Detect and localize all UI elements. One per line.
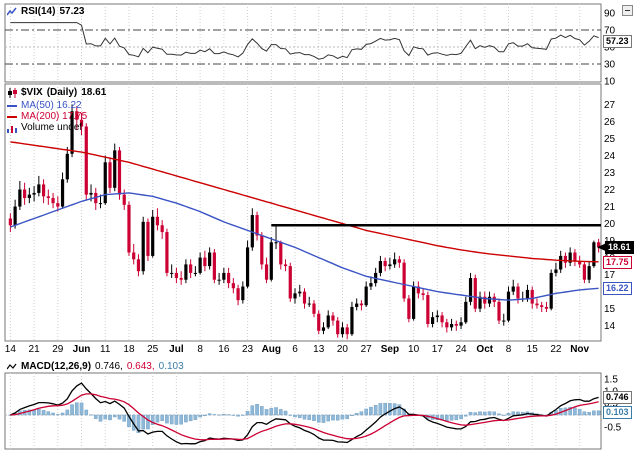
svg-text:13: 13: [313, 344, 325, 355]
svg-text:21: 21: [29, 344, 41, 355]
ma200-label: MA(200) 17.75: [21, 111, 88, 122]
svg-text:1.5: 1.5: [604, 375, 618, 386]
svg-text:10: 10: [604, 77, 616, 88]
svg-text:0.5: 0.5: [604, 399, 618, 410]
macd-icon: [7, 363, 17, 369]
svg-text:26: 26: [604, 117, 616, 128]
svg-text:8: 8: [197, 344, 203, 355]
svg-text:16: 16: [218, 344, 230, 355]
svg-text:Aug: Aug: [262, 344, 281, 355]
svg-text:18: 18: [123, 344, 135, 355]
volume-bars-icon: [7, 125, 17, 133]
svg-text:22: 22: [550, 344, 562, 355]
rsi-legend: RSI(14) 57.23: [7, 6, 84, 17]
indicator-line-icon: [7, 7, 17, 15]
macd-value: 0.746,: [95, 361, 123, 372]
svg-text:6: 6: [292, 344, 298, 355]
svg-text:Oct: Oct: [476, 344, 493, 355]
svg-text:11: 11: [100, 344, 111, 355]
rsi-value-box: 57.23: [603, 35, 632, 48]
svg-text:50: 50: [604, 43, 616, 54]
svg-text:8: 8: [506, 344, 512, 355]
svg-text:27: 27: [361, 344, 373, 355]
svg-text:Jul: Jul: [169, 344, 184, 355]
last-price-label: 18.61: [81, 87, 107, 98]
ma50-legend: MA(50) 16.22: [7, 100, 82, 111]
ma50-value-box: 16.22: [603, 282, 632, 295]
collapse-panel-button[interactable]: [622, 5, 633, 16]
svg-text:90: 90: [604, 9, 616, 20]
timeframe-label: (Daily): [46, 87, 78, 98]
ma50-label: MA(50) 16.22: [21, 100, 82, 111]
macd-hist-box: 0.103: [603, 406, 632, 419]
rsi-label: RSI(14): [21, 6, 56, 17]
svg-text:21: 21: [604, 202, 616, 213]
svg-text:14: 14: [604, 321, 616, 332]
svg-text:23: 23: [604, 168, 616, 179]
svg-text:27: 27: [604, 100, 616, 111]
ma50-swatch: [7, 104, 17, 107]
svg-text:70: 70: [604, 26, 616, 37]
svg-text:25: 25: [604, 134, 616, 145]
symbol-label: $VIX: [21, 87, 43, 98]
svg-text:15: 15: [604, 304, 616, 315]
macd-value-box: 0.746: [603, 391, 632, 404]
svg-text:Jun: Jun: [73, 344, 91, 355]
svg-text:24: 24: [604, 151, 616, 162]
rsi-value: 57.23: [59, 6, 85, 17]
svg-text:Sep: Sep: [381, 344, 399, 355]
svg-text:10: 10: [408, 344, 420, 355]
symbol-legend: $VIX (Daily) 18.61: [7, 87, 106, 98]
svg-text:25: 25: [147, 344, 159, 355]
svg-text:17: 17: [604, 270, 616, 281]
svg-text:-0.5: -0.5: [604, 423, 622, 434]
svg-text:15: 15: [527, 344, 539, 355]
volume-label: Volume undef: [21, 122, 83, 133]
ma200-value-box: 17.75: [603, 256, 632, 269]
ma200-legend: MA(200) 17.75: [7, 111, 87, 122]
svg-text:24: 24: [455, 344, 467, 355]
last-price-box: 18.61: [605, 241, 634, 254]
candlestick-icon: [8, 87, 17, 98]
svg-text:30: 30: [604, 60, 616, 71]
svg-text:20: 20: [337, 344, 349, 355]
minimize-icon: [625, 10, 630, 11]
macd-legend: MACD(12,26,9) 0.746, 0.643, 0.103: [7, 361, 184, 372]
macd-histogram-value: 0.103: [158, 361, 184, 372]
ma200-swatch: [7, 115, 17, 118]
svg-text:23: 23: [242, 344, 254, 355]
svg-text:20: 20: [604, 219, 616, 230]
svg-text:14: 14: [5, 344, 17, 355]
svg-text:Nov: Nov: [570, 344, 589, 355]
svg-text:29: 29: [52, 344, 64, 355]
svg-text:22: 22: [604, 185, 616, 196]
volume-legend: Volume undef: [7, 122, 82, 133]
macd-label: MACD(12,26,9): [21, 361, 92, 372]
svg-text:17: 17: [432, 344, 444, 355]
macd-signal-value: 0.643,: [126, 361, 155, 372]
